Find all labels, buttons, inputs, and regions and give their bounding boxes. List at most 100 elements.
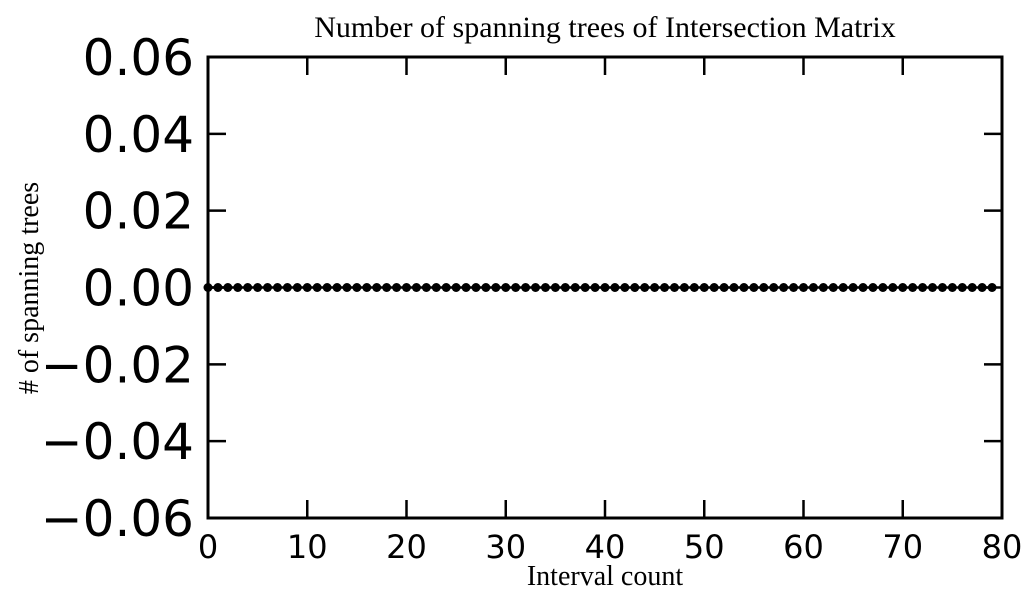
data-point (937, 283, 947, 292)
data-point (610, 283, 620, 292)
chart-title: Number of spanning trees of Intersection… (314, 11, 896, 44)
data-point (679, 283, 689, 292)
xtick-label: 70 (882, 528, 923, 566)
data-point (888, 283, 898, 292)
data-point (302, 283, 312, 292)
data-point (481, 283, 491, 292)
data-point (531, 283, 541, 292)
xtick-label: 20 (386, 528, 427, 566)
data-point (749, 283, 759, 292)
data-point (521, 283, 531, 292)
ticks: −0.06 −0.04 −0.02 0.00 0.02 0.04 0.06 0 10 20 30 40… (41, 29, 1023, 566)
data-point (451, 283, 461, 292)
data-point (620, 283, 630, 292)
data-point (471, 283, 481, 292)
ytick-label: 0.00 (83, 260, 194, 318)
data-point (253, 283, 263, 292)
xtick-label: 60 (783, 528, 824, 566)
data-point (918, 283, 928, 292)
data-point (223, 283, 233, 292)
data-point (699, 283, 709, 292)
data-point (808, 283, 818, 292)
xtick-label: 80 (982, 528, 1023, 566)
xtick-label: 0 (198, 528, 218, 566)
data-point (272, 283, 282, 292)
data-point (491, 283, 501, 292)
data-point (759, 283, 769, 292)
data-point (570, 283, 580, 292)
data-point (987, 283, 997, 292)
data-point (282, 283, 292, 292)
ytick-label: −0.02 (41, 336, 194, 394)
data-point (928, 283, 938, 292)
y-axis-label: # of spanning trees (14, 182, 45, 394)
ytick-label: −0.04 (41, 413, 194, 471)
data-point (669, 283, 679, 292)
data-point (540, 283, 550, 292)
x-axis-label: Interval count (527, 561, 683, 592)
data-point (689, 283, 699, 292)
data-point (640, 283, 650, 292)
data-point (630, 283, 640, 292)
data-point (878, 283, 888, 292)
xtick-label: 50 (684, 528, 725, 566)
ytick-label: 0.02 (83, 183, 194, 241)
ytick-label: 0.04 (83, 106, 194, 164)
data-point (719, 283, 729, 292)
data-point (600, 283, 610, 292)
data-point (332, 283, 342, 292)
data-point (392, 283, 402, 292)
data-point (560, 283, 570, 292)
data-point (382, 283, 392, 292)
data-point (739, 283, 749, 292)
data-point (967, 283, 977, 292)
data-point (342, 283, 352, 292)
data-point (650, 283, 660, 292)
data-point (590, 283, 600, 292)
data-point (550, 283, 560, 292)
data-point (908, 283, 918, 292)
data-point (799, 283, 808, 292)
data-point (292, 283, 302, 292)
ytick-label: −0.06 (41, 490, 194, 548)
plot-frame (206, 55, 1004, 520)
data-point (828, 283, 838, 292)
data-point (233, 283, 243, 292)
data-point (402, 283, 411, 292)
data-point (947, 283, 957, 292)
ytick-label: 0.06 (83, 29, 194, 87)
y-axis-label-group: # of spanning trees (14, 182, 45, 394)
data-point (243, 283, 253, 292)
data-point (858, 283, 868, 292)
data-point (411, 283, 421, 292)
data-point (263, 283, 273, 292)
data-point (789, 283, 799, 292)
data-point (421, 283, 431, 292)
data-point (898, 283, 908, 292)
data-point (511, 283, 521, 292)
data-point (769, 283, 779, 292)
data-point (352, 283, 362, 292)
data-point (312, 283, 322, 292)
data-point (580, 283, 590, 292)
data-point (431, 283, 441, 292)
data-point (868, 283, 878, 292)
data-point (213, 283, 223, 292)
data-point (322, 283, 332, 292)
data-point (461, 283, 471, 292)
data-point (779, 283, 789, 292)
data-point (660, 283, 670, 292)
data-point (818, 283, 828, 292)
data-point (838, 283, 848, 292)
series-layer (203, 283, 997, 292)
xtick-label: 40 (585, 528, 626, 566)
data-point (441, 283, 451, 292)
data-point (957, 283, 967, 292)
data-point (848, 283, 858, 292)
xtick-label: 30 (485, 528, 526, 566)
data-point (372, 283, 382, 292)
data-point (977, 283, 987, 292)
data-point (362, 283, 372, 292)
xtick-label: 10 (287, 528, 328, 566)
